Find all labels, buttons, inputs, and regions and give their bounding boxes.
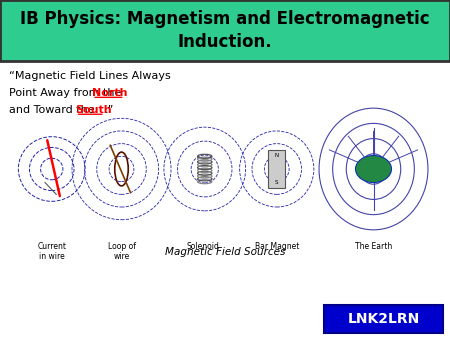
- Text: Magnetic Field Sources: Magnetic Field Sources: [165, 247, 285, 257]
- FancyBboxPatch shape: [0, 0, 450, 61]
- Text: S: S: [275, 180, 279, 185]
- Text: and Toward the: and Toward the: [9, 105, 98, 115]
- Text: Loop of
wire: Loop of wire: [108, 242, 135, 261]
- Text: LNK2LRN: LNK2LRN: [348, 312, 420, 326]
- Text: Point Away from the: Point Away from the: [9, 88, 125, 98]
- Text: N: N: [274, 153, 279, 158]
- Text: North: North: [92, 88, 128, 98]
- Text: .”: .”: [105, 105, 114, 115]
- FancyBboxPatch shape: [324, 305, 443, 333]
- Text: Solenoid: Solenoid: [186, 242, 219, 251]
- Circle shape: [356, 155, 392, 183]
- Text: Bar Magnet: Bar Magnet: [255, 242, 299, 251]
- Text: Current
in wire: Current in wire: [37, 242, 66, 261]
- Text: South: South: [76, 105, 112, 115]
- Text: The Earth: The Earth: [355, 242, 392, 251]
- Text: IB Physics: Magnetism and Electromagnetic
Induction.: IB Physics: Magnetism and Electromagneti…: [20, 10, 430, 50]
- FancyBboxPatch shape: [268, 150, 285, 188]
- Text: “Magnetic Field Lines Always: “Magnetic Field Lines Always: [9, 71, 171, 81]
